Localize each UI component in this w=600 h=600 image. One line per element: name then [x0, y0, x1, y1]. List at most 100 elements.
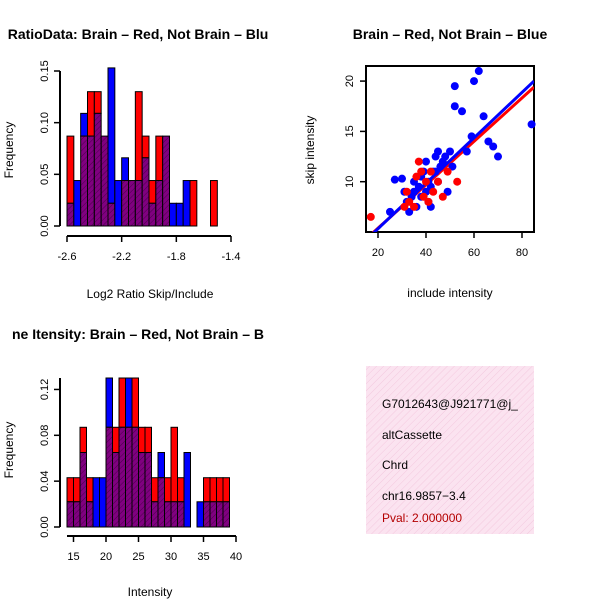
chart1-bar-brain [155, 135, 164, 182]
brain-point [417, 167, 426, 176]
chart3-bar-not-brain [183, 452, 191, 528]
chart3-bar-brain [151, 477, 159, 503]
chart1-bar-not-brain [107, 67, 116, 204]
scatter-y-tick-label: 20 [344, 75, 356, 87]
not-brain-point [450, 82, 459, 91]
chart3-bar-brain [138, 426, 146, 453]
brain-point [426, 167, 435, 176]
brain-point [419, 192, 428, 201]
scatter-x-tick-label: 40 [420, 247, 432, 259]
chart3-bar-overlap [125, 426, 133, 528]
not-brain-point [398, 174, 406, 183]
event-id: G7012643@J921771@j_ [382, 397, 518, 411]
chart3-bar-overlap [157, 477, 165, 528]
chart3-y-tick-label: 0.12 [39, 379, 51, 400]
not-brain-point [489, 142, 498, 151]
chart1-x-tick-label: -1.4 [222, 251, 241, 263]
chart1-bar-brain [93, 91, 102, 114]
chart1-y-tick-label: 0.10 [39, 112, 51, 133]
chart3-x-tick-label: 20 [100, 551, 112, 563]
not-brain-point [467, 132, 476, 141]
chart1-bar-brain [148, 180, 157, 204]
chart3-bar-brain [118, 377, 126, 428]
intensity-histogram-title: ne Itensity: Brain – Red, Not Brain – B [12, 326, 264, 342]
chart1-bar-overlap [162, 135, 171, 227]
chart1-x-tick-label: -1.8 [167, 251, 186, 263]
chart3-bar-brain [164, 477, 172, 503]
chart1-bar-overlap [87, 135, 95, 227]
chart3-bar-overlap [216, 501, 224, 528]
not-brain-point [443, 187, 452, 196]
chart3-bar-brain [177, 477, 185, 503]
chart1-bar-overlap [93, 112, 102, 227]
not-brain-point [422, 157, 430, 166]
brain-point [443, 167, 452, 176]
chart1-y-tick-label: 0.05 [39, 164, 51, 185]
chart3-bar-brain [222, 477, 230, 503]
intensity-histogram-xlabel: Intensity [128, 585, 173, 599]
chart1-bar-not-brain [182, 180, 191, 227]
chart1-bar-brain [66, 135, 75, 204]
chart3-bar-overlap [131, 426, 139, 528]
chart1-bar-overlap [148, 202, 157, 227]
chart3-bar-brain [203, 477, 211, 503]
scatter-y-tick-label: 15 [344, 125, 356, 137]
chart3-bar-overlap [203, 501, 211, 528]
chart3-bar-brain [216, 477, 224, 503]
chart3-bar-not-brain [105, 377, 113, 428]
chart1-bar-brain [210, 180, 218, 227]
chart3-bar-overlap [118, 426, 126, 528]
brain-point [366, 212, 375, 221]
chart3-bar-brain [79, 426, 87, 453]
chart1-y-tick-label: 0.00 [39, 215, 51, 236]
chart1-bar-not-brain [169, 202, 177, 227]
not-brain-point [450, 102, 459, 111]
brain-point [412, 172, 421, 181]
brain-point [429, 187, 438, 196]
chart3-bar-overlap [73, 501, 81, 528]
chart1-bar-overlap [141, 157, 150, 227]
chart3-bar-overlap [86, 501, 94, 528]
brain-point [405, 197, 414, 206]
intensity-histogram-ylabel: Frequency [2, 422, 16, 479]
chart3-bar-not-brain [125, 377, 133, 428]
chart1-bar-not-brain [114, 180, 123, 227]
info-panel: G7012643@J921771@j_ altCassette Chrd chr… [366, 366, 534, 534]
chart3-bar-overlap [151, 501, 159, 528]
brain-point [402, 187, 411, 196]
not-brain-point [470, 77, 478, 86]
chart3-bar-overlap [170, 501, 178, 528]
not-brain-point [441, 152, 450, 161]
brain-point [414, 157, 423, 166]
not-brain-point [410, 187, 418, 196]
chart3-bar-brain [209, 477, 217, 503]
chart3-bar-brain [73, 477, 81, 503]
chart1-bar-brain [87, 91, 95, 137]
brain-point [434, 177, 442, 186]
pval-text: Pval: 2.000000 [382, 511, 462, 525]
chart3-bar-brain [170, 426, 178, 503]
chart3-bar-overlap [222, 501, 230, 528]
ratio-histogram: RatioData: Brain – Red, Not Brain – Blu … [2, 26, 268, 301]
chart3-y-tick-label: 0.08 [39, 425, 51, 446]
brain-point [424, 197, 433, 206]
scatter-x-tick-label: 80 [516, 247, 528, 259]
chart1-x-tick-label: -2.2 [112, 251, 131, 263]
chart1-bar-overlap [155, 180, 164, 227]
brain-point [422, 177, 430, 186]
ratio-histogram-ylabel: Frequency [2, 122, 16, 179]
chart1-x-tick-label: -2.6 [58, 251, 77, 263]
not-brain-point [479, 112, 488, 121]
intensity-scatter-ylabel: skip intensity [303, 116, 317, 185]
not-brain-point [405, 207, 414, 216]
chart3-bar-brain [86, 477, 94, 503]
chart1-bar-overlap [66, 202, 75, 227]
intensity-histogram: ne Itensity: Brain – Red, Not Brain – B … [2, 326, 264, 599]
chart1-bar-brain [134, 91, 143, 182]
chart3-bar-not-brain [196, 501, 204, 528]
genomic-location: chr16.9857−3.4 [382, 489, 466, 503]
chart1-y-tick-label: 0.15 [39, 60, 51, 81]
scatter-y-tick-label: 10 [344, 176, 356, 188]
chart3-y-tick-label: 0.00 [39, 516, 51, 537]
not-brain-point [484, 137, 493, 146]
